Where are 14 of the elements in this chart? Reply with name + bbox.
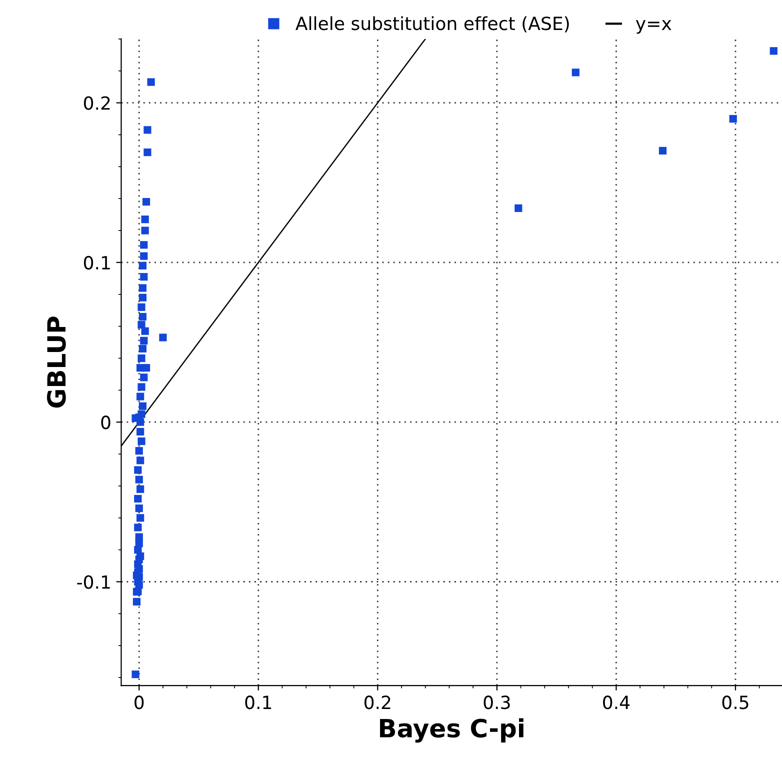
x-tick-label: 0.5 [722,696,748,710]
y-tick-label: -0.1 [77,575,110,589]
x-tick-label: 0.4 [603,696,630,710]
x-axis-title: Bayes C-pi [380,718,524,743]
y-tick-label: 0.1 [84,256,110,270]
y-tick-label: 0.2 [84,96,110,110]
x-tick-label: 0 [134,696,144,710]
x-tick-label: 0.1 [245,696,272,710]
legend-label: Allele substitution effect (ASE) [296,16,569,32]
x-tick-label: 0.2 [364,696,390,710]
x-tick-label: 0.3 [484,696,510,710]
y-tick-label: 0 [101,416,110,430]
y-axis-title: GBLUP [46,316,66,408]
legend-label: y=x [636,20,672,34]
